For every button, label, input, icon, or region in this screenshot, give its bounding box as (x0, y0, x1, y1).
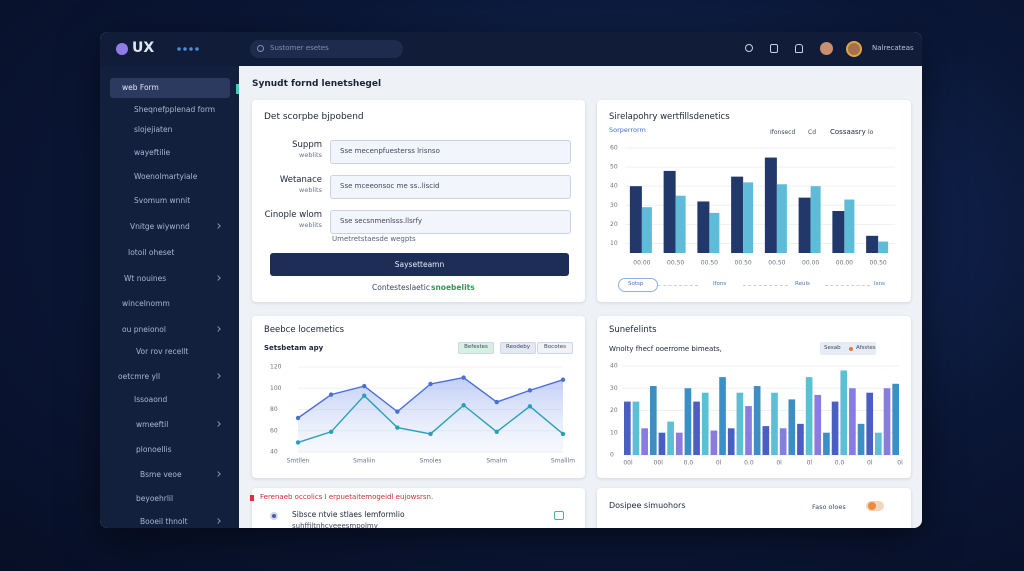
input-placeholder[interactable]: Sse secsnmenlsss.llsrfy (340, 217, 423, 225)
button-label[interactable]: Saysetteamn (394, 260, 445, 269)
comparison-card (597, 100, 911, 302)
card-title: Beebce locemetics (264, 325, 345, 335)
field-sub: weblits (299, 186, 322, 194)
icon-bell[interactable] (795, 44, 803, 53)
control-nav[interactable]: Ifons (713, 281, 727, 287)
user-name: Nalrecateas (872, 44, 914, 52)
legend-label: Cossaasry (830, 128, 866, 136)
avatar[interactable] (820, 42, 833, 55)
input-placeholder[interactable]: Sse mecenpfuesterss lrisnso (340, 147, 440, 155)
app-window: UX Sustomer esetes Nalrecateas Synudt fo… (100, 32, 922, 528)
chip-label: Afsstes (856, 345, 876, 351)
tab-label[interactable]: Befestes (464, 344, 488, 350)
sidebar-nav-item[interactable]: wayeftilie (134, 148, 171, 157)
field-sub: weblits (299, 221, 322, 229)
sidebar-nav-item[interactable]: oetcmre yll (118, 372, 161, 381)
avatar-user[interactable] (846, 41, 862, 57)
card-subtitle: Setsbetam apy (264, 344, 324, 352)
sidebar-nav-item[interactable]: Issoaond (134, 395, 168, 404)
icon-search[interactable] (745, 44, 753, 52)
legend-label: Ifonsecd (770, 129, 796, 136)
sidebar-active[interactable] (110, 78, 230, 98)
sidebar-nav-item[interactable]: Iotoil oheset (128, 248, 175, 257)
chip-label: Sesab (824, 345, 841, 351)
card-title: Sunefelints (609, 325, 657, 335)
card-subtitle: Wnolty fhecf ooerrome bimeats, (609, 345, 722, 353)
field-label: Wetanace (279, 175, 322, 185)
sidebar-nav-item[interactable]: Vor rov recellt (136, 347, 189, 356)
field-sub: weblits (299, 151, 322, 159)
text-input[interactable] (330, 140, 571, 164)
search-box[interactable] (250, 40, 403, 58)
activity-card (597, 316, 911, 478)
legend-label: lo (868, 129, 874, 136)
sidebar-nav-item[interactable]: plonoellis (136, 445, 172, 454)
logo-icon (116, 43, 128, 55)
control-nav[interactable]: Isns (874, 281, 885, 287)
card-title: Sirelapohry wertfillsdenetics (609, 112, 730, 122)
sidebar-nav-item[interactable]: slojejiaten (134, 125, 173, 134)
sidebar-nav-item[interactable]: beyoehrlil (136, 494, 174, 503)
tab[interactable] (458, 342, 494, 354)
chip (820, 342, 876, 355)
item-title: Sibsce ntvie stlaes lemformlio (292, 510, 405, 519)
input-placeholder[interactable]: Sse mceeonsoc me ss..liscid (340, 182, 440, 190)
text-input[interactable] (330, 175, 571, 199)
control-nav[interactable]: Sotsp (628, 281, 644, 287)
toggle-knob (868, 502, 876, 510)
link-prefix: Contesteslaetic (372, 283, 430, 292)
helper-text: Umetretstaesde wegpts (332, 235, 416, 243)
tab[interactable] (537, 342, 573, 354)
chip-dot (849, 347, 853, 351)
item-action (554, 511, 564, 520)
setting-label: Faso oloes (812, 503, 846, 511)
search-icon (257, 45, 264, 52)
tab-label[interactable]: Reodeby (506, 344, 530, 350)
page-title: Synudt fornd lenetshegel (252, 79, 382, 89)
alert-text: Ferenaeb occolics I erpuetaitemogeidl eu… (260, 493, 434, 501)
alert-bar (250, 495, 254, 501)
sidebar-nav-item[interactable]: Vnitge wiywnnd (130, 222, 190, 231)
icon-doc[interactable] (770, 44, 778, 53)
sidebar-nav-item[interactable]: Bsme veoe (140, 470, 182, 479)
divider (825, 285, 870, 286)
field-label: Cinople wlom (264, 210, 322, 220)
sidebar-nav-item[interactable]: web Form (122, 83, 159, 92)
control-pill (618, 278, 658, 292)
sidebar-nav-item[interactable]: Sheqnefpplenad form (134, 105, 216, 114)
dots (176, 47, 200, 51)
sidebar-nav-item[interactable]: Woenolmartyiale (134, 172, 198, 181)
card-subtitle: Sorperrorm (609, 126, 646, 134)
item-icon (270, 512, 278, 520)
tab[interactable] (500, 342, 536, 354)
sidebar-nav-item[interactable]: Booeil thnolt (140, 517, 188, 526)
link: snoebelits (431, 283, 475, 292)
sidebar-nav-item[interactable]: wmeeftil (136, 420, 169, 429)
divider (743, 285, 788, 286)
legend-label: Cd (808, 129, 816, 136)
top-bar (100, 32, 922, 66)
divider (658, 285, 698, 286)
sidebar (100, 66, 239, 528)
card-title: Det scorpbe bjpobend (264, 112, 364, 122)
submit-button[interactable] (270, 253, 569, 276)
sidebar-nav-item[interactable]: ou pneionol (122, 325, 166, 334)
sidebar-nav-item[interactable]: Svomum wnnit (134, 196, 191, 205)
search-text: Sustomer esetes (270, 44, 329, 52)
settings-card (597, 488, 911, 528)
control-nav[interactable]: Reuls (795, 281, 810, 287)
trend-card (252, 316, 585, 478)
alert-card (252, 488, 585, 528)
sidebar-nav-item[interactable]: wincelnomm (122, 299, 170, 308)
card-title: Dosipee simuohors (609, 501, 686, 510)
item-sub: suhffiltnhcyeeesmpolmy (292, 522, 378, 528)
sidebar-nav-item[interactable]: Wt nouines (124, 274, 167, 283)
tab-label[interactable]: Bocotes (544, 344, 566, 350)
logo: UX (132, 40, 155, 56)
field-label: Suppm (292, 140, 322, 150)
active-marker (236, 84, 239, 94)
text-input[interactable] (330, 210, 571, 234)
